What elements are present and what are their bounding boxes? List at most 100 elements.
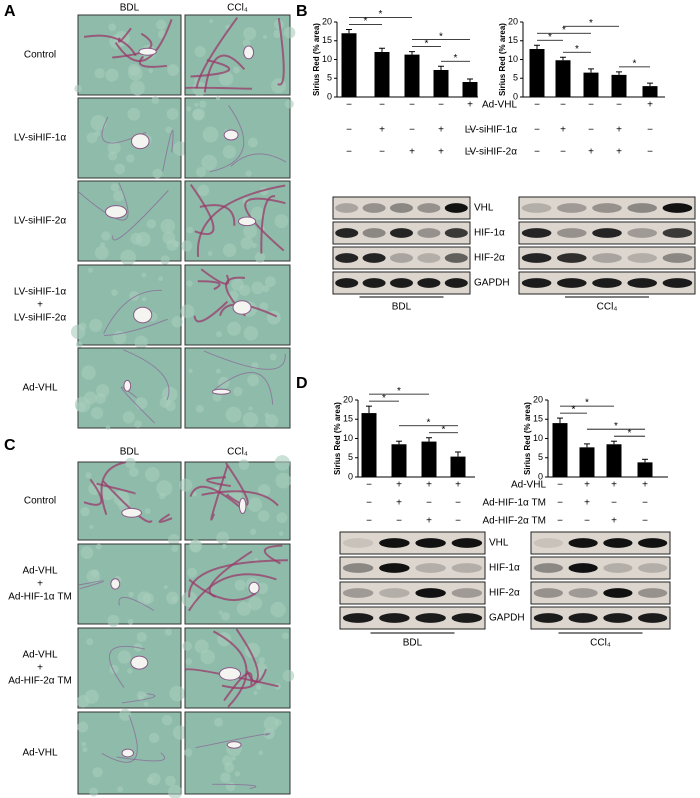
texture <box>194 46 206 58</box>
condition-sign: + <box>616 147 622 158</box>
panel-label: A <box>4 3 16 20</box>
row-label: Ad-VHL <box>22 650 57 661</box>
bar <box>579 447 595 477</box>
blot-band <box>603 588 633 598</box>
bar <box>642 86 658 97</box>
texture <box>276 512 288 524</box>
collagen-fiber <box>210 465 229 521</box>
significance-star: * <box>425 38 429 49</box>
vessel <box>121 748 135 758</box>
texture <box>238 459 250 470</box>
condition-sign: − <box>467 147 473 158</box>
texture <box>251 242 257 249</box>
texture <box>256 582 269 595</box>
blot-band <box>444 253 468 263</box>
condition-sign: − <box>426 498 432 509</box>
texture <box>148 732 160 744</box>
texture <box>89 524 94 530</box>
y-tick-label: 15 <box>508 35 518 45</box>
bar <box>374 52 390 97</box>
texture <box>190 540 201 552</box>
blot-band <box>444 228 468 238</box>
collagen-fiber <box>100 461 127 516</box>
y-tick-label: 5 <box>513 73 518 83</box>
condition-sign: + <box>584 480 590 491</box>
condition-label: Ad-VHL <box>511 480 546 491</box>
texture <box>250 206 265 221</box>
texture <box>134 420 142 428</box>
collagen-fiber <box>184 668 279 688</box>
row-label: Ad-HIF-1α TM <box>8 592 72 603</box>
texture <box>168 784 183 798</box>
texture <box>105 68 119 82</box>
blot-band <box>568 613 598 623</box>
texture <box>144 467 160 482</box>
condition-sign: + <box>584 498 590 509</box>
y-tick-label: 20 <box>508 16 518 26</box>
collagen-fiber <box>212 783 257 790</box>
texture <box>88 267 94 273</box>
y-axis-label: Sirius Red (% area) <box>333 402 342 475</box>
collagen-fiber <box>120 386 156 424</box>
blot-band <box>335 278 359 288</box>
protein-label: GAPDH <box>474 278 510 289</box>
texture <box>227 321 242 336</box>
texture <box>137 591 152 606</box>
texture <box>160 218 176 234</box>
condition-sign: − <box>346 100 352 111</box>
blot-band <box>557 203 587 213</box>
y-tick-label: 15 <box>343 414 353 424</box>
condition-label: Ad-VHL <box>482 100 517 111</box>
collagen-fiber <box>196 184 286 257</box>
collagen-fiber <box>162 129 174 172</box>
vessel <box>130 655 149 670</box>
texture <box>249 528 257 535</box>
y-tick-label: 15 <box>533 414 543 424</box>
blot-band <box>568 588 598 598</box>
protein-label: VHL <box>489 538 509 549</box>
texture <box>128 467 139 477</box>
bar <box>341 33 357 97</box>
row-label: Control <box>24 50 56 61</box>
texture <box>105 425 111 430</box>
texture <box>138 695 144 701</box>
bar <box>421 441 437 477</box>
texture <box>221 612 230 621</box>
texture <box>122 411 135 424</box>
collagen-fiber <box>195 17 239 89</box>
texture <box>152 168 163 179</box>
blot-band <box>638 613 668 623</box>
texture <box>233 386 243 397</box>
significance-star: * <box>628 428 632 439</box>
texture <box>151 96 160 104</box>
collagen-fiber <box>212 630 248 708</box>
y-tick-label: 10 <box>343 433 353 443</box>
significance-star: * <box>614 421 618 432</box>
vessel <box>248 581 260 595</box>
texture <box>231 756 236 761</box>
condition-sign: − <box>346 125 352 136</box>
texture <box>171 316 183 328</box>
vessel <box>223 129 239 141</box>
blot-band <box>451 613 483 623</box>
blot-band <box>521 228 552 238</box>
condition-sign: − <box>534 147 540 158</box>
blot-band <box>627 203 657 213</box>
blot-band <box>627 253 657 263</box>
texture <box>113 190 125 202</box>
condition-sign: + <box>467 100 473 111</box>
texture <box>202 126 219 143</box>
blot-band <box>592 253 622 263</box>
texture <box>160 255 170 265</box>
texture <box>167 64 179 76</box>
protein-label: GAPDH <box>489 613 525 624</box>
bar <box>404 54 420 97</box>
texture <box>225 406 242 423</box>
texture <box>159 396 171 408</box>
blot-band <box>379 613 410 623</box>
significance-star: * <box>572 405 576 416</box>
texture <box>165 126 173 134</box>
group-label: BDL <box>392 302 412 313</box>
group-label: CCl₄ <box>597 302 618 313</box>
texture <box>248 406 253 411</box>
